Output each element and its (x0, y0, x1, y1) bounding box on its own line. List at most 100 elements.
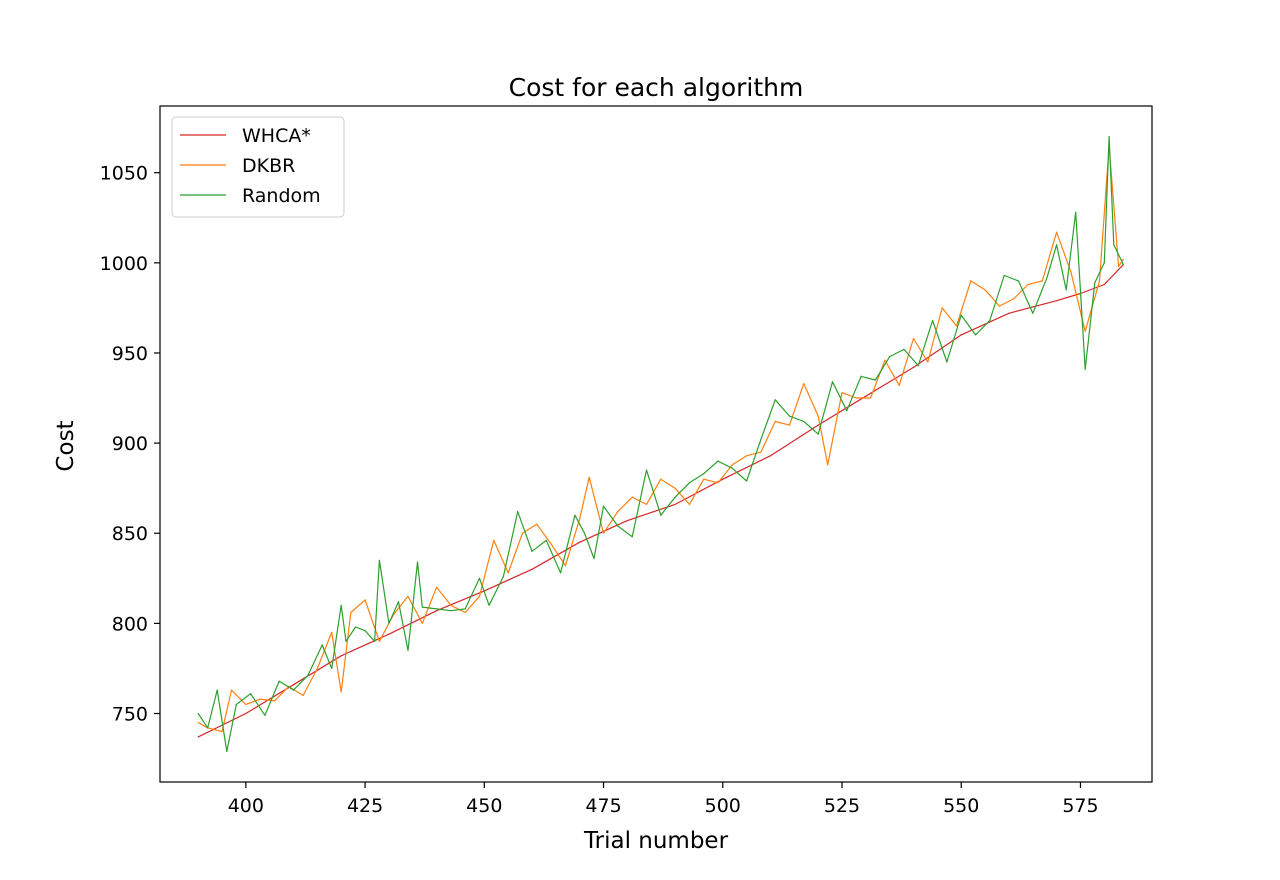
data-point-random (264, 714, 266, 716)
data-point-random (388, 622, 390, 625)
data-point-random (860, 375, 862, 377)
data-point-random (717, 460, 719, 462)
data-point-random (1003, 274, 1005, 277)
plot-background (160, 106, 1152, 782)
data-point-random (545, 539, 547, 542)
data-point-whca (531, 568, 533, 570)
data-point-random (345, 640, 347, 643)
data-point-dkbr (436, 586, 438, 588)
data-point-random (364, 630, 366, 632)
data-point-random (416, 561, 419, 563)
data-point-random (593, 557, 595, 560)
data-point-random (831, 381, 834, 383)
data-point-random (292, 689, 295, 691)
data-point-dkbr (1084, 330, 1086, 332)
data-point-random (660, 514, 662, 516)
data-point-dkbr (688, 503, 691, 505)
data-point-dkbr (660, 478, 662, 480)
y-tick-label: 950 (112, 343, 148, 365)
data-point-random (374, 640, 376, 643)
data-point-dkbr (717, 482, 719, 484)
data-point-whca (388, 633, 390, 635)
data-point-dkbr (259, 698, 261, 700)
data-point-dkbr (774, 420, 776, 423)
data-point-random (1103, 262, 1105, 264)
data-point-random (421, 606, 423, 608)
data-point-dkbr (245, 703, 247, 706)
data-point-random (903, 348, 905, 350)
data-point-dkbr (955, 325, 958, 327)
y-tick-label: 1000 (100, 253, 148, 275)
legend: WHCA* DKBR Random (171, 116, 345, 218)
y-tick-label: 850 (112, 523, 148, 545)
data-point-dkbr (197, 721, 199, 724)
x-axis-ticks: 400 425 450 475 500 525 550 575 (228, 782, 1099, 817)
data-point-random (354, 626, 357, 628)
data-point-random (817, 433, 819, 435)
data-point-random (889, 356, 891, 358)
y-tick-label: 800 (112, 613, 148, 635)
data-point-whca (292, 684, 295, 686)
data-point-random (602, 505, 605, 507)
data-point-random (731, 467, 733, 469)
data-point-random (235, 703, 237, 706)
data-point-random (1094, 282, 1096, 284)
data-point-random (250, 693, 252, 695)
x-axis-label: Trial number (583, 828, 729, 854)
data-point-random (846, 410, 848, 412)
series-line-whca (197, 264, 1124, 738)
data-point-dkbr (450, 604, 452, 606)
data-point-random (1084, 368, 1086, 370)
data-point-dkbr (970, 280, 972, 282)
data-point-random (436, 608, 438, 610)
data-point-random (517, 511, 519, 513)
data-point-random (803, 420, 805, 423)
data-point-random (226, 750, 228, 753)
data-point-dkbr (617, 511, 619, 513)
data-point-dkbr (631, 496, 633, 498)
data-point-dkbr (378, 640, 380, 643)
data-point-dkbr (703, 478, 705, 480)
data-point-random (1065, 289, 1067, 291)
data-point-random (760, 438, 762, 441)
data-point-random (774, 399, 776, 401)
data-point-dkbr (421, 622, 423, 625)
y-axis-label: Cost (53, 420, 79, 471)
data-point-random (932, 319, 934, 322)
data-point-dkbr (364, 599, 366, 601)
data-point-random (378, 559, 380, 561)
data-point-whca (340, 655, 342, 657)
data-point-dkbr (645, 503, 648, 505)
data-point-dkbr (521, 532, 524, 534)
data-point-random (574, 514, 576, 516)
data-point-dkbr (803, 383, 805, 385)
data-point-random (746, 480, 748, 482)
data-point-dkbr (564, 565, 567, 567)
data-point-random (340, 604, 342, 606)
data-point-dkbr (941, 307, 943, 309)
data-point-dkbr (493, 539, 495, 542)
data-point-random (874, 379, 877, 381)
data-point-dkbr (1056, 231, 1058, 233)
data-point-random (645, 469, 648, 471)
data-point-dkbr (579, 518, 581, 520)
x-tick-label: 400 (228, 795, 264, 817)
data-point-dkbr (1118, 265, 1120, 267)
data-point-dkbr (350, 611, 352, 614)
data-point-dkbr (340, 691, 342, 693)
data-point-dkbr (674, 487, 676, 489)
data-point-random (688, 482, 691, 484)
data-point-dkbr (230, 689, 233, 691)
data-point-whca (1008, 312, 1010, 314)
data-point-dkbr (912, 337, 915, 340)
data-point-dkbr (221, 730, 223, 733)
data-point-dkbr (855, 397, 857, 399)
data-point-dkbr (602, 532, 605, 534)
data-point-random (989, 319, 991, 322)
data-point-dkbr (746, 455, 748, 457)
data-point-whca (912, 366, 915, 368)
series-points-whca (197, 264, 1124, 738)
data-point-dkbr (588, 476, 590, 478)
data-point-random (1056, 244, 1058, 246)
